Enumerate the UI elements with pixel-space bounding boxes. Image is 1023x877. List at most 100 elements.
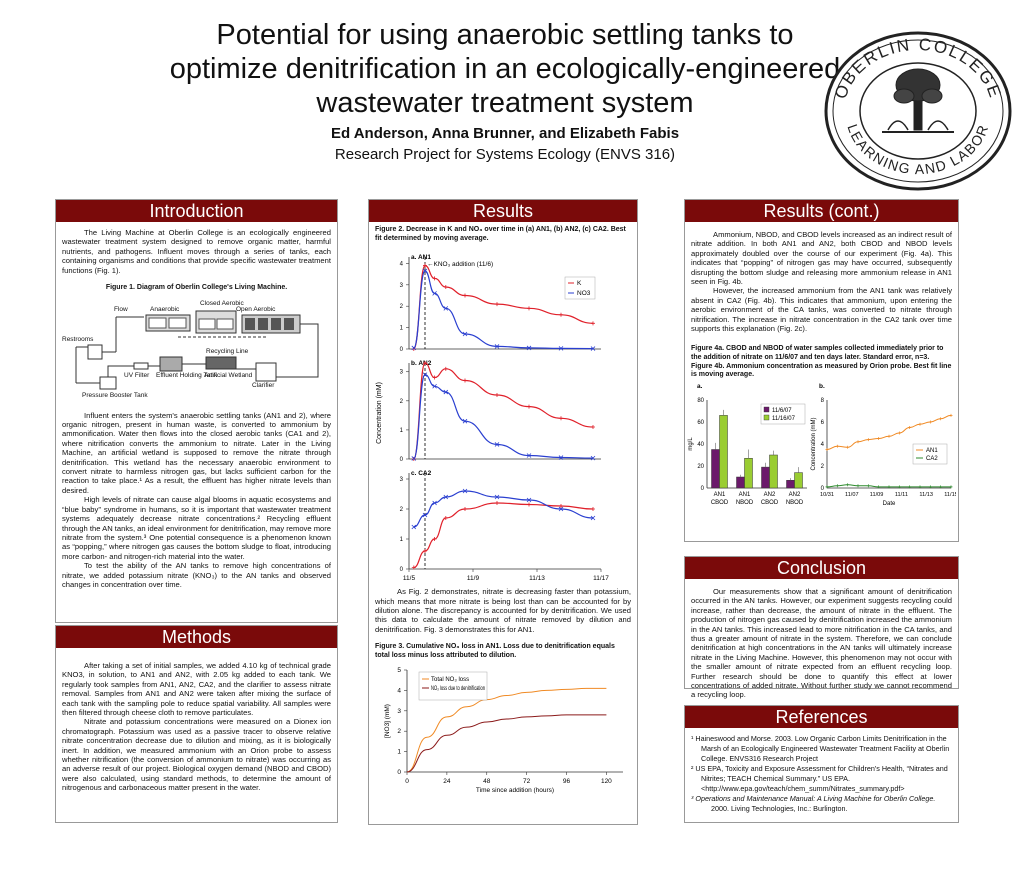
x-tick-label: 48 xyxy=(483,778,491,785)
data-point-k xyxy=(443,516,448,521)
series-line-no3 xyxy=(413,374,594,460)
kno3-annotation: ←KNO₃ addition (11/6) xyxy=(427,261,493,268)
data-point xyxy=(887,434,891,438)
bar xyxy=(711,449,720,489)
data-point xyxy=(897,431,901,435)
data-point-k xyxy=(495,302,499,307)
results-paragraph: As Fig. 2 demonstrates, nitrate is decre… xyxy=(375,587,631,634)
reference-3: ³ Operations and Maintenance Manual: A L… xyxy=(691,794,936,803)
y-tick-label: 3 xyxy=(400,370,404,376)
y-tick-label: 4 xyxy=(400,262,404,268)
data-point-no3 xyxy=(526,497,532,503)
reference-3-publisher: 2000. Living Technologies, Inc.: Burling… xyxy=(711,804,848,813)
references-panel: References ¹ Haineswood and Morse. 2003.… xyxy=(684,705,959,823)
data-point xyxy=(928,420,932,424)
bar xyxy=(794,472,803,489)
data-point-no3 xyxy=(558,346,564,351)
data-point-no3 xyxy=(494,494,500,500)
reference-2: ² US EPA, Toxicity and Exposure Assessme… xyxy=(691,764,948,793)
data-point-no3 xyxy=(494,344,500,349)
y-tick-label: 4 xyxy=(821,442,825,448)
legend-label-total: Total NO₃ loss xyxy=(431,677,469,683)
data-point-k xyxy=(495,393,499,398)
oberlin-seal-logo: OBERLIN COLLEGE LEARNING AND LABOR xyxy=(824,31,1012,191)
data-point-k xyxy=(443,367,448,372)
data-point xyxy=(908,485,912,489)
bar xyxy=(769,454,778,489)
figure-2-chart: 0 1 2 3 4 a. AN1←KNO₃ addition (11/6) K NO3 0 1 2 3… xyxy=(376,254,609,582)
data-point-no3 xyxy=(443,494,449,500)
legend-box xyxy=(418,672,488,701)
data-point-no3 xyxy=(590,346,596,352)
bar xyxy=(786,479,795,489)
x-tick-label: 11/09 xyxy=(870,492,884,498)
data-point-k xyxy=(443,285,448,290)
data-point-no3 xyxy=(590,515,596,521)
bar xyxy=(761,466,770,489)
y-tick-label: 2 xyxy=(400,304,404,310)
panel-title: b. AN2 xyxy=(411,360,432,367)
data-point-no3 xyxy=(411,524,417,530)
label-flow: Flow xyxy=(114,306,128,313)
data-point-no3 xyxy=(443,306,449,311)
legend-label-no3: NO3 xyxy=(577,290,591,297)
results-panel: Results Figure 2. Decrease in K and NO₃ … xyxy=(368,199,638,825)
category-label: CBOD xyxy=(761,500,779,506)
y-tick-label: 0 xyxy=(400,567,404,573)
y-tick-label: 3 xyxy=(400,283,404,289)
data-point xyxy=(939,485,943,489)
data-point-no3 xyxy=(432,384,437,389)
conclusion-heading: Conclusion xyxy=(685,557,958,579)
x-axis-title: Date xyxy=(883,501,896,507)
panel-title: a. AN1 xyxy=(411,254,431,261)
data-point xyxy=(846,445,850,449)
data-point xyxy=(856,484,860,488)
y-tick-label: 1 xyxy=(400,537,404,543)
label-clarifier: Clarifier xyxy=(252,382,275,389)
data-point-k xyxy=(463,507,467,512)
data-point xyxy=(835,444,839,448)
reference-1: ¹ Haineswood and Morse. 2003. Low Organi… xyxy=(691,734,950,763)
category-label: CBOD xyxy=(711,500,729,506)
data-point-k xyxy=(495,501,499,506)
figure-4-caption: Figure 4a. CBOD and NBOD of water sample… xyxy=(691,345,952,379)
data-point xyxy=(949,485,953,489)
y-tick-label: 60 xyxy=(697,420,704,426)
category-label: AN1 xyxy=(714,492,726,498)
data-point-no3 xyxy=(526,345,532,351)
data-point-k xyxy=(559,312,563,317)
y-axis-title: Concentration (mM) xyxy=(376,382,383,444)
y-tick-label: 6 xyxy=(821,420,825,426)
results-cont-heading: Results (cont.) xyxy=(685,200,958,222)
data-point-k xyxy=(527,502,531,507)
legend-box xyxy=(912,443,948,465)
data-point-no3 xyxy=(422,268,428,274)
x-tick-label: 11/13 xyxy=(529,575,545,582)
y-tick-label: 1 xyxy=(400,428,404,434)
poster-title: Potential for using anaerobic settling t… xyxy=(169,19,841,119)
y-axis-title: Concentration (mM) xyxy=(811,417,817,470)
legend-swatch xyxy=(763,406,770,413)
label-pressure: Pressure Booster Tank xyxy=(82,392,148,399)
data-point-no3 xyxy=(411,456,417,461)
legend-label: 11/6/07 xyxy=(772,408,792,414)
methods-heading: Methods xyxy=(56,626,337,648)
x-tick-label: 0 xyxy=(405,778,409,785)
panel-title: c. CA2 xyxy=(411,470,432,477)
y-axis-title: [NO3] (mM) xyxy=(384,704,391,738)
y-tick-label: 3 xyxy=(397,708,401,715)
intro-paragraph-2: Influent enters the system's anaerobic s… xyxy=(62,410,331,589)
data-point-no3 xyxy=(411,345,417,351)
y-tick-label: 8 xyxy=(821,398,825,404)
data-point-no3 xyxy=(422,512,428,518)
series-line-k xyxy=(413,362,594,460)
data-point-no3 xyxy=(462,419,468,424)
y-tick-label: 1 xyxy=(400,326,404,332)
label-uv: UV Filter xyxy=(124,372,150,379)
data-point-k xyxy=(411,457,416,462)
x-tick-label: 11/11 xyxy=(895,492,908,498)
y-tick-label: 2 xyxy=(400,507,404,513)
bar xyxy=(719,414,728,489)
data-point-no3 xyxy=(443,389,449,395)
label-open-aerobic: Open Aerobic xyxy=(236,306,276,313)
